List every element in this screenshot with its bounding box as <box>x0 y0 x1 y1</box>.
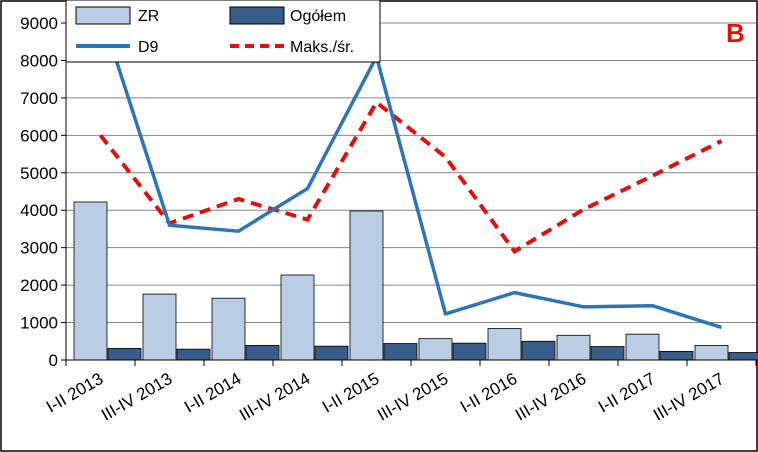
bar-ogolem <box>590 346 625 361</box>
bar-ogolem <box>659 350 694 361</box>
series-lines <box>98 11 723 330</box>
bar-ogolem <box>245 344 280 361</box>
bar-zr <box>556 334 591 361</box>
legend-label-zr: ZR <box>138 8 159 25</box>
line-d9 <box>98 11 723 330</box>
y-tick-labels: 0 1000 2000 3000 4000 5000 6000 7000 8000 9000 <box>20 14 58 370</box>
bar-ogolem <box>314 345 349 361</box>
y-tick-label: 0 <box>49 351 58 370</box>
bar-zr <box>73 201 108 361</box>
bar-zr <box>280 274 315 361</box>
bar-zr <box>694 344 729 361</box>
legend-swatch-zr <box>75 6 131 25</box>
y-tick-label: 2000 <box>20 276 58 295</box>
legend: ZR Ogółem D9 Maks./śr. <box>65 0 381 63</box>
legend-label-ogolem: Ogółem <box>290 8 346 25</box>
y-tick-label: 5000 <box>20 164 58 183</box>
legend-label-d9: D9 <box>138 39 159 56</box>
bar-zr <box>142 293 177 361</box>
bar-ogolem <box>452 342 487 361</box>
bars <box>73 201 758 361</box>
bar-zr <box>418 338 453 361</box>
y-tick-label: 3000 <box>20 239 58 258</box>
y-tick-label: 4000 <box>20 201 58 220</box>
bar-zr <box>349 210 384 361</box>
line-maks-sr <box>98 99 723 255</box>
bar-ogolem <box>521 340 556 361</box>
y-tick-label: 6000 <box>20 126 58 145</box>
bar-zr <box>487 328 522 361</box>
y-tick-label: 8000 <box>20 51 58 70</box>
legend-label-maks: Maks./śr. <box>290 39 354 56</box>
bar-ogolem <box>107 347 142 361</box>
panel-label: B <box>726 18 745 48</box>
y-tick-label: 9000 <box>20 14 58 33</box>
bar-ogolem <box>176 348 211 361</box>
legend-swatch-ogolem <box>229 6 285 25</box>
y-tick-label: 7000 <box>20 89 58 108</box>
y-tick-label: 1000 <box>20 314 58 333</box>
bar-ogolem <box>728 352 758 361</box>
bar-ogolem <box>383 343 418 361</box>
bar-zr <box>625 333 660 361</box>
bar-zr <box>211 297 246 361</box>
